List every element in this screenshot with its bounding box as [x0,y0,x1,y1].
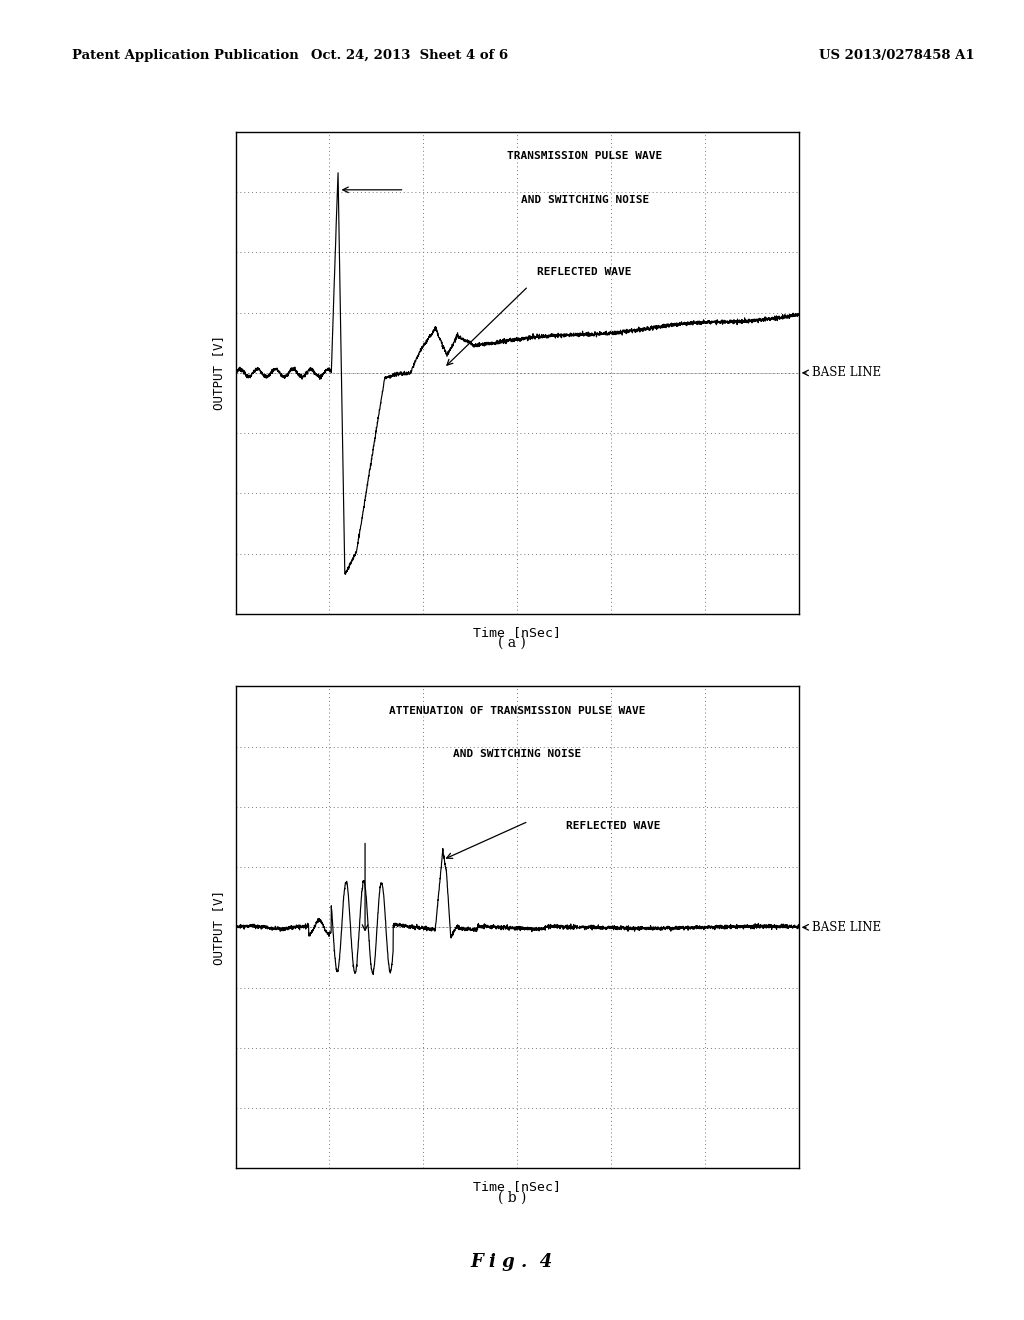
Y-axis label: OUTPUT [V]: OUTPUT [V] [212,335,225,411]
X-axis label: Time [nSec]: Time [nSec] [473,1180,561,1193]
X-axis label: Time [nSec]: Time [nSec] [473,626,561,639]
Y-axis label: OUTPUT [V]: OUTPUT [V] [212,890,225,965]
Text: AND SWITCHING NOISE: AND SWITCHING NOISE [520,194,649,205]
Text: US 2013/0278458 A1: US 2013/0278458 A1 [819,49,975,62]
Text: Patent Application Publication: Patent Application Publication [72,49,298,62]
Text: ATTENUATION OF TRANSMISSION PULSE WAVE: ATTENUATION OF TRANSMISSION PULSE WAVE [389,706,645,715]
Text: BASE LINE: BASE LINE [812,367,882,379]
Text: TRANSMISSION PULSE WAVE: TRANSMISSION PULSE WAVE [507,152,663,161]
Text: Oct. 24, 2013  Sheet 4 of 6: Oct. 24, 2013 Sheet 4 of 6 [311,49,508,62]
Text: ( b ): ( b ) [498,1191,526,1204]
Text: REFLECTED WAVE: REFLECTED WAVE [538,267,632,277]
Text: BASE LINE: BASE LINE [812,921,882,933]
Text: REFLECTED WAVE: REFLECTED WAVE [565,821,660,832]
Text: F i g .  4: F i g . 4 [471,1253,553,1271]
Text: AND SWITCHING NOISE: AND SWITCHING NOISE [453,748,582,759]
Text: ( a ): ( a ) [498,636,526,649]
